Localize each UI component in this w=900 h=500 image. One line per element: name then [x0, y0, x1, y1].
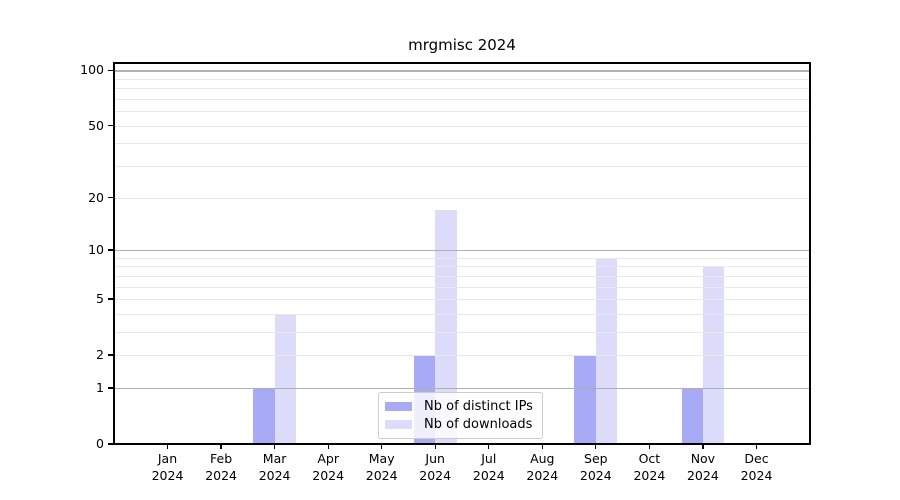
gridline-minor-7	[114, 275, 810, 277]
x-tick-may	[381, 444, 383, 449]
y-tick-5	[108, 298, 113, 300]
y-tick-label-2: 2	[96, 347, 104, 363]
y-tick-label-20: 20	[88, 189, 104, 205]
gridline-minor-30	[114, 166, 810, 167]
bars-layer	[114, 63, 810, 444]
gridline-minor-60	[114, 111, 810, 113]
bar-downloads-sep	[595, 257, 618, 444]
gridline-minor-80	[114, 88, 810, 90]
y-tick-100	[108, 69, 113, 72]
x-tick-apr	[327, 444, 329, 449]
x-tick-label-jan: Jan 2024	[151, 451, 184, 483]
x-tick-aug	[541, 444, 543, 449]
chart-title: mrgmisc 2024	[408, 36, 516, 54]
gridline-minor-50	[114, 125, 810, 127]
x-tick-feb	[220, 444, 222, 449]
x-tick-label-jun: Jun 2024	[419, 451, 452, 483]
x-tick-nov	[702, 444, 704, 449]
gridline-minor-90	[114, 78, 810, 80]
bar-downloads-mar	[274, 313, 296, 444]
legend-label-distinct-ips: Nb of distinct IPs	[424, 399, 533, 414]
x-tick-label-dec: Dec 2024	[740, 451, 773, 483]
legend-label-downloads: Nb of downloads	[424, 417, 533, 432]
bar-downloads-nov	[702, 266, 725, 444]
bar-distinct-ips-mar	[253, 387, 275, 444]
x-tick-jun	[434, 444, 436, 449]
y-tick-2	[108, 354, 113, 356]
gridline-minor-5	[114, 299, 810, 300]
gridline-major-100	[114, 70, 810, 72]
x-tick-label-aug: Aug 2024	[526, 451, 559, 483]
legend-swatch-distinct-ips	[385, 401, 412, 412]
plot-area	[113, 62, 811, 445]
right-spine	[809, 62, 811, 445]
gridline-minor-6	[114, 286, 810, 288]
gridline-minor-40	[114, 143, 810, 145]
gridline-minor-70	[114, 98, 810, 100]
x-tick-label-nov: Nov 2024	[686, 451, 719, 483]
y-tick-label-100: 100	[80, 62, 104, 78]
x-tick-dec	[755, 444, 758, 449]
x-tick-label-sep: Sep 2024	[579, 451, 612, 483]
bar-distinct-ips-sep	[574, 355, 596, 444]
x-tick-label-jul: Jul 2024	[472, 451, 505, 483]
legend-row-distinct-ips: Nb of distinct IPs	[385, 399, 533, 414]
gridline-major-1	[114, 387, 810, 390]
x-tick-jul	[488, 444, 490, 449]
gridline-minor-9	[114, 257, 810, 259]
bar-distinct-ips-nov	[681, 387, 703, 444]
y-tick-label-1: 1	[96, 379, 104, 395]
legend-swatch-downloads	[385, 419, 412, 430]
y-tick-20	[108, 196, 113, 199]
y-tick-1	[108, 387, 113, 389]
legend-row-downloads: Nb of downloads	[385, 417, 533, 432]
legend: Nb of distinct IPs Nb of downloads	[378, 392, 543, 439]
x-tick-label-may: May 2024	[365, 451, 398, 483]
x-tick-jan	[166, 444, 169, 449]
x-tick-sep	[595, 444, 597, 449]
bar-downloads-jun	[435, 210, 457, 444]
x-tick-label-oct: Oct 2024	[633, 451, 666, 483]
y-tick-50	[108, 125, 113, 127]
top-spine	[114, 62, 810, 64]
x-tick-label-apr: Apr 2024	[312, 451, 345, 483]
x-tick-label-mar: Mar 2024	[258, 451, 291, 483]
grid-layer	[114, 63, 810, 444]
y-tick-label-50: 50	[88, 117, 104, 133]
y-axis-line	[113, 62, 115, 445]
y-tick-0	[108, 443, 113, 445]
gridline-minor-3	[114, 331, 810, 333]
x-tick-oct	[648, 444, 651, 449]
x-tick-label-feb: Feb 2024	[205, 451, 237, 483]
y-tick-label-5: 5	[96, 291, 104, 306]
gridline-minor-20	[114, 197, 810, 199]
gridline-minor-2	[114, 355, 810, 357]
y-tick-10	[108, 249, 113, 251]
gridline-major-10	[114, 249, 810, 252]
x-tick-mar	[273, 444, 276, 449]
y-tick-label-10: 10	[88, 241, 104, 257]
gridline-minor-4	[114, 313, 810, 315]
x-axis-line	[114, 443, 810, 445]
y-tick-label-0: 0	[96, 436, 104, 451]
gridline-minor-8	[114, 266, 810, 268]
